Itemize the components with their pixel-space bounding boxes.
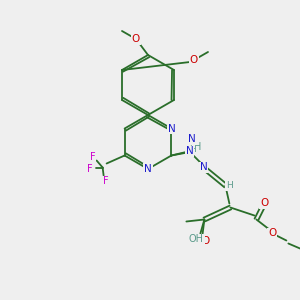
Text: H: H	[189, 145, 196, 154]
Text: O: O	[132, 34, 140, 44]
Text: F: F	[103, 176, 108, 187]
Text: H: H	[226, 181, 233, 190]
Text: O: O	[260, 199, 268, 208]
Text: H: H	[194, 142, 201, 152]
Text: N: N	[188, 134, 195, 145]
Text: N: N	[167, 124, 175, 134]
Text: N: N	[185, 146, 193, 157]
Text: H: H	[197, 235, 204, 244]
Text: O: O	[268, 229, 277, 238]
Text: N: N	[200, 163, 207, 172]
Text: F: F	[87, 164, 92, 175]
Text: OH: OH	[189, 235, 204, 244]
Text: O: O	[190, 55, 198, 65]
Text: N: N	[144, 164, 152, 174]
Text: O: O	[201, 236, 209, 245]
Text: F: F	[90, 152, 95, 163]
